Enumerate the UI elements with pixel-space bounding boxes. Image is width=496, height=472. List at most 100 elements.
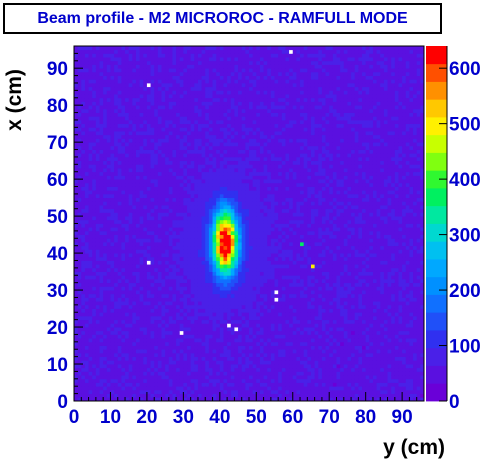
heatmap-cell xyxy=(230,275,235,280)
heatmap-cell xyxy=(205,290,210,295)
heatmap-cell xyxy=(238,119,243,125)
heatmap-cell xyxy=(256,168,261,173)
heatmap-cell xyxy=(252,64,257,69)
heatmap-cell xyxy=(95,149,100,154)
heatmap-cell xyxy=(238,397,243,402)
heatmap-cell xyxy=(172,138,177,143)
heatmap-cell xyxy=(197,371,203,376)
heatmap-cell xyxy=(194,68,199,73)
heatmap-cell xyxy=(117,260,122,265)
heatmap-cell xyxy=(238,278,243,284)
heatmap-cell xyxy=(154,371,159,376)
heatmap-cell xyxy=(103,382,108,387)
heatmap-cell xyxy=(125,205,130,210)
heatmap-cell xyxy=(245,68,250,73)
heatmap-cell xyxy=(106,171,111,176)
heatmap-cell xyxy=(143,123,148,128)
heatmap-cell xyxy=(161,164,166,169)
heatmap-cell xyxy=(249,241,254,247)
heatmap-cell xyxy=(205,308,210,313)
heatmap-cell xyxy=(183,216,188,221)
heatmap-cell xyxy=(143,393,148,398)
heatmap-cell xyxy=(190,345,195,350)
heatmap-cell xyxy=(114,349,119,354)
heatmap-cell xyxy=(99,127,104,132)
heatmap-cell xyxy=(219,241,224,247)
chart-title-box: Beam profile - M2 MICROROC - RAMFULL MOD… xyxy=(3,3,442,34)
heatmap-cell xyxy=(252,138,257,143)
heatmap-cell xyxy=(249,90,254,95)
heatmap-cell xyxy=(256,241,261,247)
heatmap-cell xyxy=(154,145,159,150)
heatmap-cell xyxy=(139,319,144,324)
heatmap-cell xyxy=(154,312,159,317)
heatmap-cell xyxy=(88,315,93,321)
heatmap-cell xyxy=(216,64,221,69)
heatmap-cell xyxy=(227,393,232,398)
heatmap-cell xyxy=(84,201,89,206)
heatmap-cell xyxy=(99,253,104,258)
heatmap-cell xyxy=(176,301,181,306)
heatmap-cell xyxy=(84,260,89,265)
heatmap-cell xyxy=(172,389,177,395)
heatmap-cell xyxy=(205,46,210,51)
heatmap-cell xyxy=(245,352,250,358)
heatmap-cell xyxy=(139,293,144,298)
heatmap-cell xyxy=(168,94,173,99)
heatmap-cell xyxy=(139,145,144,150)
heatmap-cell xyxy=(176,53,181,58)
heatmap-cell xyxy=(216,341,221,346)
heatmap-cell xyxy=(95,323,100,328)
heatmap-cell xyxy=(197,312,203,317)
heatmap-cell xyxy=(103,227,108,232)
heatmap-cell xyxy=(176,64,181,69)
heatmap-cell xyxy=(88,105,93,110)
heatmap-cell xyxy=(128,397,133,402)
heatmap-cell xyxy=(212,234,217,239)
heatmap-cell xyxy=(95,197,100,202)
heatmap-cell xyxy=(143,138,148,143)
heatmap-cell xyxy=(77,53,82,58)
heatmap-cell xyxy=(230,94,235,99)
heatmap-cell xyxy=(256,256,261,261)
heatmap-cell xyxy=(121,112,126,117)
heatmap-cell xyxy=(197,131,203,136)
heatmap-cell xyxy=(256,345,261,350)
heatmap-cell xyxy=(154,197,159,202)
heatmap-cell xyxy=(74,193,79,199)
heatmap-cell xyxy=(227,290,232,295)
heatmap-cell xyxy=(197,201,203,206)
heatmap-cell xyxy=(197,97,203,102)
heatmap-cell xyxy=(227,293,232,298)
heatmap-cell xyxy=(187,319,192,324)
heatmap-cell xyxy=(259,197,264,202)
heatmap-cell xyxy=(179,397,184,402)
heatmap-cell xyxy=(157,356,162,361)
heatmap-cell xyxy=(106,175,111,180)
heatmap-cell xyxy=(252,156,257,162)
heatmap-cell xyxy=(212,171,217,176)
heatmap-cell xyxy=(81,315,86,321)
heatmap-cell xyxy=(216,123,221,128)
heatmap-cell xyxy=(197,230,203,235)
heatmap-cell xyxy=(150,160,155,165)
heatmap-cell xyxy=(208,389,213,395)
heatmap-cell xyxy=(92,319,97,324)
heatmap-cell xyxy=(132,138,137,143)
heatmap-cell xyxy=(135,182,141,187)
heatmap-cell xyxy=(252,286,257,291)
heatmap-cell xyxy=(154,179,159,184)
heatmap-cell xyxy=(249,308,254,313)
heatmap-cell xyxy=(143,234,148,239)
heatmap-cell xyxy=(168,282,173,287)
heatmap-cell xyxy=(157,378,162,383)
heatmap-cell xyxy=(201,101,206,106)
heatmap-cell xyxy=(81,75,86,80)
heatmap-cell xyxy=(74,260,79,265)
heatmap-cell xyxy=(95,278,100,284)
heatmap-cell xyxy=(219,304,224,309)
heatmap-cell xyxy=(227,108,232,113)
heatmap-cell xyxy=(201,234,206,239)
heatmap-cell xyxy=(168,234,173,239)
heatmap-cell xyxy=(121,108,126,113)
